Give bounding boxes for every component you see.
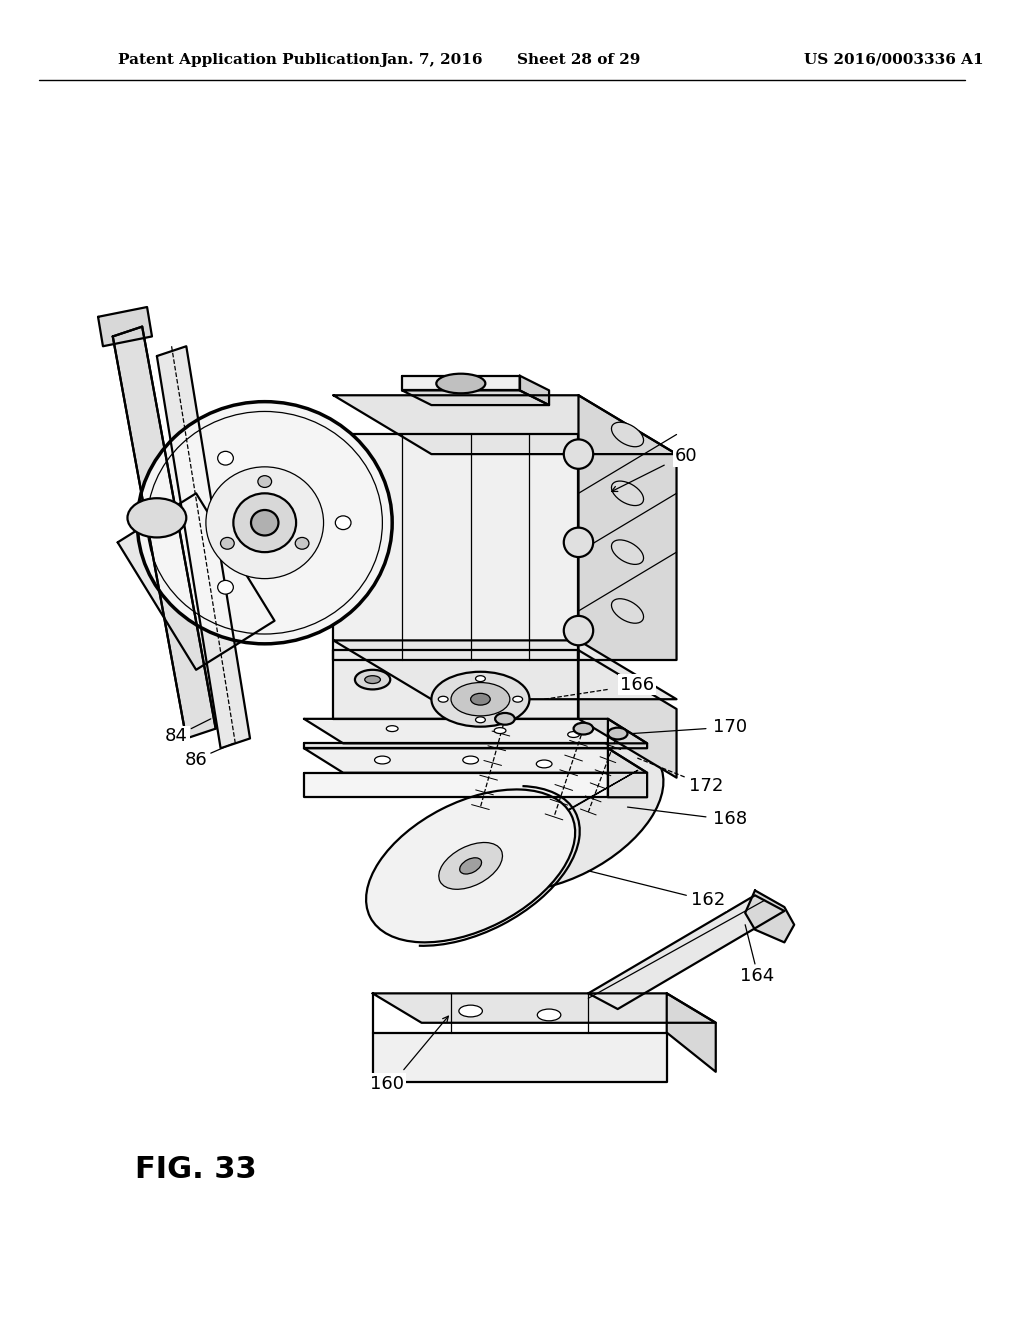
Ellipse shape [451,682,510,715]
Polygon shape [373,994,716,1023]
Ellipse shape [355,669,390,689]
Text: 164: 164 [739,966,774,985]
Ellipse shape [367,789,575,942]
Ellipse shape [455,738,664,891]
Polygon shape [519,376,549,405]
Polygon shape [579,395,677,660]
Ellipse shape [611,540,643,565]
Polygon shape [334,434,579,660]
Text: 166: 166 [621,676,654,693]
Polygon shape [373,1032,667,1081]
Ellipse shape [438,696,449,702]
Polygon shape [334,651,579,719]
Ellipse shape [495,727,506,734]
Text: 170: 170 [714,718,748,735]
Ellipse shape [233,494,296,552]
Ellipse shape [459,1005,482,1016]
Text: US 2016/0003336 A1: US 2016/0003336 A1 [804,53,984,67]
Ellipse shape [206,467,324,578]
Polygon shape [304,719,647,743]
Ellipse shape [463,756,478,764]
Ellipse shape [496,713,515,725]
Polygon shape [334,395,677,454]
Ellipse shape [567,731,580,738]
Ellipse shape [127,498,186,537]
Ellipse shape [611,480,643,506]
Ellipse shape [513,696,522,702]
Ellipse shape [475,676,485,681]
Polygon shape [667,994,716,1072]
Ellipse shape [251,510,279,536]
Text: 160: 160 [371,1074,404,1093]
Polygon shape [157,346,250,748]
Text: FIG. 33: FIG. 33 [135,1155,257,1184]
Text: 162: 162 [691,891,725,909]
Ellipse shape [538,1008,561,1020]
Ellipse shape [218,451,233,465]
Ellipse shape [335,516,351,529]
Ellipse shape [475,717,485,723]
Ellipse shape [258,475,271,487]
Ellipse shape [460,858,481,874]
Ellipse shape [386,726,398,731]
Polygon shape [304,772,608,797]
Polygon shape [334,640,677,700]
Ellipse shape [436,374,485,393]
Polygon shape [118,494,274,669]
Ellipse shape [375,756,390,764]
Ellipse shape [431,672,529,727]
Ellipse shape [365,676,381,684]
Text: 172: 172 [689,776,723,795]
Ellipse shape [537,760,552,768]
Ellipse shape [220,537,234,549]
Polygon shape [113,326,216,738]
Polygon shape [579,651,677,777]
Ellipse shape [611,422,643,446]
Polygon shape [402,391,549,405]
Text: 168: 168 [714,810,748,828]
Ellipse shape [137,401,392,644]
Ellipse shape [573,723,593,734]
Polygon shape [402,376,519,391]
Polygon shape [745,891,795,942]
Text: 84: 84 [165,727,188,746]
Ellipse shape [439,842,503,890]
Text: Jan. 7, 2016: Jan. 7, 2016 [380,53,482,67]
Ellipse shape [608,727,628,739]
Ellipse shape [611,599,643,623]
Ellipse shape [295,537,309,549]
Text: Patent Application Publication: Patent Application Publication [118,53,380,67]
Polygon shape [589,895,784,1008]
Polygon shape [608,719,647,748]
Polygon shape [304,743,608,748]
Text: Sheet 28 of 29: Sheet 28 of 29 [517,53,640,67]
Ellipse shape [471,693,490,705]
Ellipse shape [564,528,593,557]
Ellipse shape [564,616,593,645]
Text: 60: 60 [675,447,697,465]
Text: 86: 86 [184,751,208,770]
Polygon shape [98,308,152,346]
Ellipse shape [564,440,593,469]
Polygon shape [608,748,647,797]
Polygon shape [392,771,638,911]
Ellipse shape [218,581,233,594]
Polygon shape [304,748,647,772]
